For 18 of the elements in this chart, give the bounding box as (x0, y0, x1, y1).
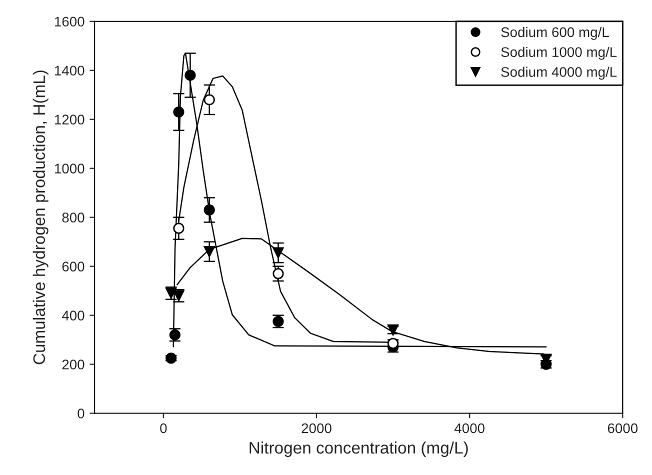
x-tick-label: 4000 (454, 423, 484, 434)
y-tick-label: 200 (62, 360, 84, 370)
y-tick-label: 1600 (54, 16, 84, 27)
x-tick-label: 2000 (302, 423, 332, 434)
y-tick-label: 1000 (54, 164, 84, 174)
y-axis-title: Cumulative hydrogen production, H(mL) (32, 70, 48, 364)
x-tick-label: 6000 (608, 423, 638, 434)
y-tick-label: 800 (62, 212, 84, 222)
x-axis-title: Nitrogen concentration (mg/L) (250, 441, 468, 458)
y-tick-label: 1400 (54, 66, 84, 76)
legend-label: Sodium 1000 mg/L (501, 46, 617, 60)
legend-label: Sodium 600 mg/L (501, 26, 609, 40)
y-tick-label: 600 (62, 262, 84, 272)
y-tick-label: 400 (62, 310, 84, 320)
y-tick-label: 0 (78, 408, 84, 418)
legend-label: Sodium 4000 mg/L (501, 66, 617, 80)
x-tick-label: 0 (160, 423, 167, 434)
y-tick-label: 1200 (54, 114, 84, 125)
